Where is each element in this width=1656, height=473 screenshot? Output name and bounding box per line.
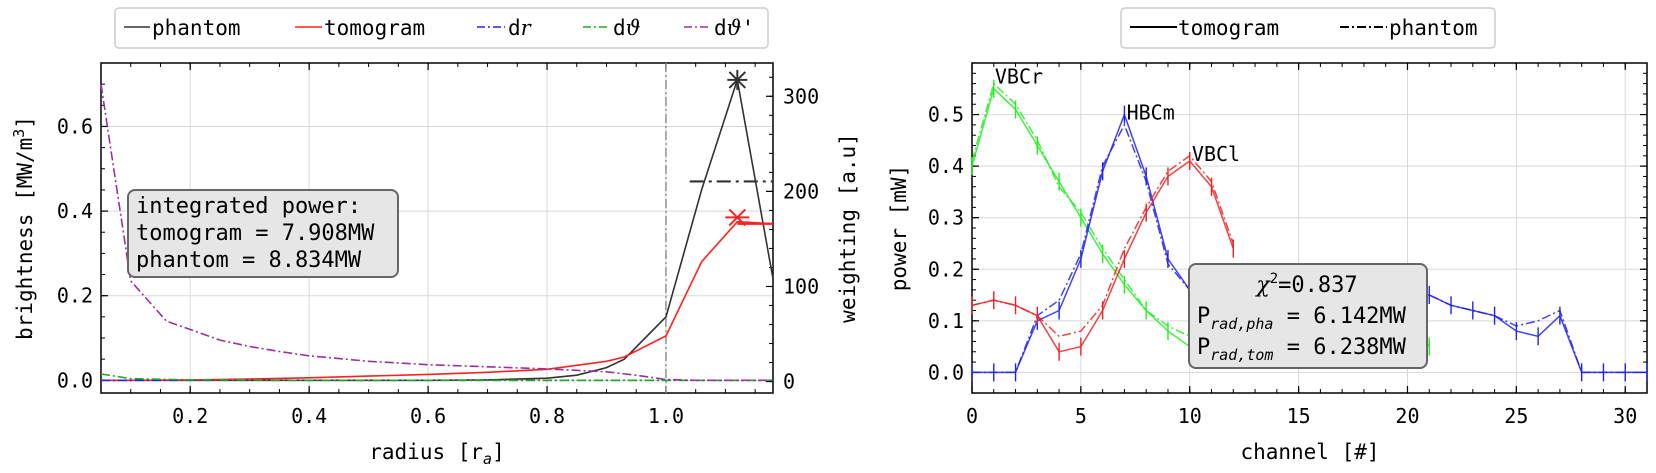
legend-label-phantom: phantom (152, 16, 241, 40)
fit-stats-box: χ2=0.837 Prad,pha = 6.142MW Prad,tom = 6… (1188, 263, 1428, 369)
right-legend: tomogram phantom (1120, 7, 1496, 49)
p-rad-tom-text: Prad,tom = 6.238MW (1197, 335, 1407, 364)
left-y-axis-label: brightness [MW/m3] (10, 116, 37, 340)
legend-label-tomogram-right: tomogram (1178, 16, 1279, 40)
x-tick-label: 20 (1395, 404, 1419, 428)
left-x-tick-labels: 0.2 0.4 0.6 0.8 1.0 (172, 404, 684, 428)
x-tick-label: 25 (1504, 404, 1528, 428)
left-y2-axis-label: weighting [a.u] (836, 133, 860, 323)
y-tick-label: 0.4 (57, 199, 93, 223)
label-VBCl: VBCl (1192, 142, 1240, 166)
legend-label-dtheta: dϑ (613, 16, 641, 40)
y-tick-label: 0.4 (928, 154, 964, 178)
x-tick-label: 0.8 (529, 404, 565, 428)
right-chart-panel: 0 5 10 15 20 25 30 0.0 0.1 0.2 0.3 0.4 0… (887, 62, 1648, 464)
legend-label-phantom-right: phantom (1389, 16, 1478, 40)
y-tick-label: 0.0 (57, 368, 93, 392)
x-tick-label: 30 (1613, 404, 1637, 428)
y2-tick-label: 0 (783, 370, 795, 394)
x-tick-label: 0.6 (410, 404, 446, 428)
left-plot-frame (100, 62, 774, 394)
left-y2-tick-labels: 0 100 200 300 (783, 84, 819, 393)
right-x-axis-label: channel [#] (1240, 440, 1379, 464)
series-VBCr-dashdot (971, 82, 1430, 342)
left-markers (689, 69, 773, 227)
p-rad-pha-text: Prad,pha = 6.142MW (1197, 304, 1407, 333)
y-tick-label: 0.0 (928, 360, 964, 384)
series-dtheta (100, 373, 773, 382)
label-VBCr: VBCr (995, 65, 1043, 89)
left-x-axis-label: radius [ra] (369, 440, 504, 468)
x-tick-label: 1.0 (648, 404, 684, 428)
left-chart-panel: 0.2 0.4 0.6 0.8 1.0 0.0 0.2 0.4 0.6 0 10… (10, 62, 860, 468)
right-y-tick-labels: 0.0 0.1 0.2 0.3 0.4 0.5 (928, 103, 964, 385)
fit-stats-box-frame (1188, 263, 1428, 369)
chi-squared-text: χ2=0.837 (1254, 271, 1357, 298)
y-tick-label: 0.6 (57, 114, 93, 138)
x-tick-label: 10 (1178, 404, 1202, 428)
integrated-power-box: integrated power: tomogram = 7.908MW pha… (127, 189, 399, 278)
y2-tick-label: 200 (783, 179, 819, 203)
right-y-axis-label: power [mW] (887, 165, 911, 291)
y-tick-label: 0.1 (928, 309, 964, 333)
y2-tick-label: 300 (783, 84, 819, 108)
x-tick-label: 0.2 (172, 404, 208, 428)
legend-label-dr: dr (508, 16, 533, 40)
integrated-power-tomogram: tomogram = 7.908MW (136, 221, 375, 246)
y-tick-label: 0.3 (928, 206, 964, 230)
x-tick-label: 0 (966, 404, 978, 428)
x-tick-label: 5 (1075, 404, 1087, 428)
legend-label-tomogram: tomogram (324, 16, 425, 40)
label-HBCm: HBCm (1127, 101, 1175, 125)
left-series (100, 79, 774, 382)
left-legend: phantom tomogram dr dϑ dϑ' (114, 7, 769, 49)
integrated-power-title: integrated power: (136, 194, 361, 219)
integrated-power-phantom: phantom = 8.834MW (136, 248, 362, 273)
right-legend-frame (1120, 7, 1496, 49)
x-tick-label: 15 (1287, 404, 1311, 428)
y-tick-label: 0.2 (928, 257, 964, 281)
y2-tick-label: 100 (783, 274, 819, 298)
y-tick-label: 0.2 (57, 284, 93, 308)
left-legend-frame (114, 7, 769, 49)
legend-label-dtheta-prime: dϑ' (714, 16, 754, 40)
left-ticks (101, 63, 773, 393)
right-x-tick-labels: 0 5 10 15 20 25 30 (966, 404, 1637, 428)
y-tick-label: 0.5 (928, 103, 964, 127)
right-ticks (971, 63, 1647, 393)
integrated-power-box-frame (127, 189, 399, 278)
series-dtheta_prime (100, 84, 773, 382)
x-tick-label: 0.4 (291, 404, 327, 428)
left-y-tick-labels: 0.0 0.2 0.4 0.6 (57, 114, 93, 392)
